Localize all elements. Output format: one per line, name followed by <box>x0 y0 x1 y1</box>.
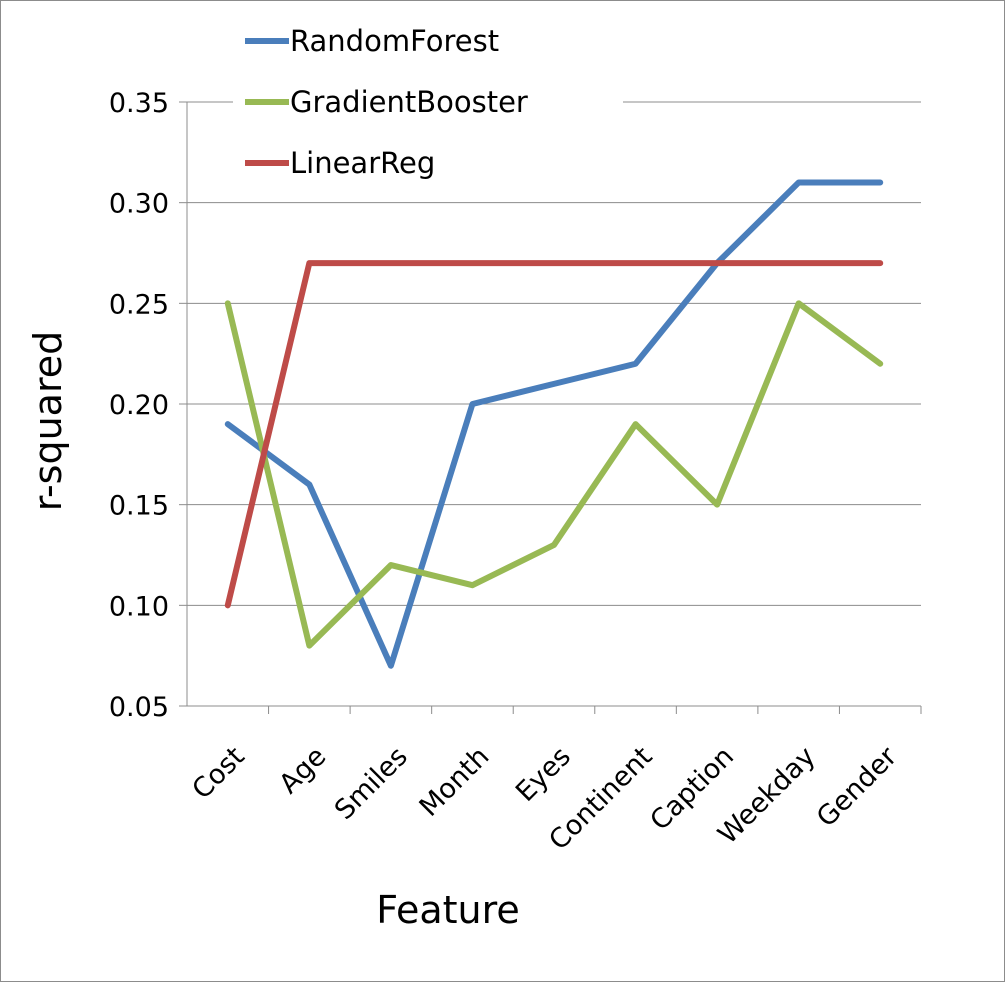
y-tick-label: 0.10 <box>109 591 169 622</box>
axes <box>179 101 922 714</box>
y-tick-label: 0.05 <box>109 692 169 723</box>
y-tick-label: 0.25 <box>109 289 169 320</box>
series-line-linearreg <box>224 260 884 609</box>
legend-background <box>233 13 623 193</box>
legend-label-linearreg: LinearReg <box>290 146 435 180</box>
y-tick-label: 0.30 <box>109 189 169 220</box>
x-tick-label-smiles: Smiles <box>329 741 414 826</box>
series-line-gradientbooster <box>224 300 884 649</box>
x-tick-label-eyes: Eyes <box>510 741 577 808</box>
legend-label-gradientbooster: GradientBooster <box>290 85 528 119</box>
y-tick-label: 0.20 <box>109 390 169 421</box>
x-tick-label-cost: Cost <box>186 741 250 805</box>
x-tick-label-age: Age <box>273 741 332 800</box>
y-tick-label: 0.35 <box>109 88 169 119</box>
x-tick-label-month: Month <box>414 741 496 823</box>
series-line-randomforest <box>224 179 884 669</box>
x-tick-label-gender: Gender <box>811 740 904 833</box>
y-axis-title: r-squared <box>26 331 70 511</box>
y-tick-label: 0.15 <box>109 491 169 522</box>
series-lines <box>224 179 884 669</box>
legend: RandomForest GradientBooster LinearReg <box>233 13 623 193</box>
legend-label-randomforest: RandomForest <box>290 24 499 58</box>
x-axis-title: Feature <box>376 888 520 932</box>
axis-labels: 0.05 0.10 0.15 0.20 0.25 0.30 0.35 Cost AgeSmile… <box>26 88 904 932</box>
